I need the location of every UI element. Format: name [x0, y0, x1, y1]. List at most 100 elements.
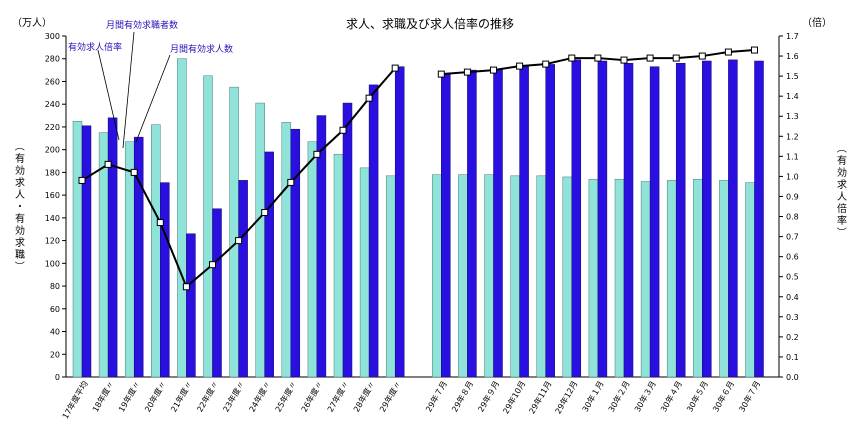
bar-seekers [124, 141, 135, 378]
bar-openings [342, 102, 353, 378]
right-tick-label: 0.0 [786, 373, 799, 382]
axis-label-char: 率 [837, 214, 847, 227]
right-tick-label: 0.2 [786, 333, 799, 342]
axis-label-char: （ [13, 141, 25, 151]
axis-label-char: 職 [15, 249, 25, 261]
right-tick-label: 1.7 [786, 32, 799, 41]
ratio-point [594, 54, 602, 62]
left-axis-label: （有効求人・有効求職） [13, 141, 25, 271]
x-tick-label: 29年７月 [423, 379, 449, 414]
bar-openings [675, 63, 686, 378]
right-tick-label: 0.1 [786, 353, 799, 362]
right-tick-label: 0.5 [786, 273, 799, 282]
x-tick-label: 30年１月 [580, 379, 606, 414]
axis-label-char: ） [835, 227, 847, 237]
left-axis-unit: （万人） [12, 17, 52, 29]
axis-label-char: （ [835, 143, 847, 153]
x-tick-label: 30年３月 [632, 379, 658, 414]
x-tick-label: 23年度〃 [221, 379, 247, 414]
ratio-point [568, 54, 576, 62]
bar-openings [545, 64, 555, 378]
axis-label-char: 有 [837, 154, 847, 167]
x-tick-label: 30年７月 [736, 379, 762, 414]
axis-label-char: 有 [15, 152, 25, 165]
bar-openings [238, 180, 248, 378]
bar-seekers [72, 121, 83, 378]
x-tick-label: 22年度〃 [194, 379, 220, 414]
right-axis-label: （有効求人倍率） [835, 143, 847, 237]
legend-label-seekers: 月間有効求職者数 [106, 19, 178, 31]
ratio-point [209, 261, 216, 269]
bar-openings [728, 59, 738, 378]
x-axis-ticks: 17年度平均 18年度〃 19年度〃 20年度〃 21年度〃 22年度〃 23年度〃 24年度… [60, 379, 762, 421]
left-tick-label: 300 [45, 32, 60, 41]
x-tick-label: 26年度〃 [299, 379, 325, 414]
ratio-point [235, 237, 243, 245]
bar-openings [493, 68, 503, 378]
left-tick-label: 200 [45, 146, 60, 155]
bar-openings [623, 63, 634, 378]
bar-openings [441, 73, 451, 378]
bar-openings [754, 60, 764, 378]
left-tick-label: 140 [45, 214, 60, 223]
right-tick-label: 1.0 [786, 172, 799, 181]
x-tick-label: 30年４月 [658, 379, 684, 414]
legend: 月間有効求職者数 月間有効求人数 有効求人倍率 [68, 19, 233, 149]
ratio-point [313, 150, 321, 158]
x-tick-label: 30年６月 [710, 379, 736, 414]
right-tick-label: 1.4 [786, 92, 799, 101]
x-tick-label: 30年５月 [684, 379, 710, 414]
legend-leader-ratio [97, 49, 120, 141]
bar-seekers [255, 102, 265, 378]
bar-openings [264, 151, 274, 378]
chart-title: 求人、求職及び求人倍率の推移 [346, 16, 514, 31]
bar-seekers [666, 180, 677, 378]
left-tick-label: 160 [45, 191, 60, 200]
left-tick-label: 240 [45, 100, 60, 109]
bar-seekers [333, 153, 344, 378]
right-tick-label: 0.9 [786, 192, 799, 201]
bar-openings [649, 66, 660, 378]
bar-openings [597, 60, 608, 378]
ratio-point [724, 48, 732, 56]
bar-openings [519, 66, 529, 378]
left-tick-label: 40 [50, 328, 60, 337]
bar-openings [107, 117, 118, 378]
right-tick-label: 1.1 [786, 152, 799, 161]
ratio-point [698, 52, 706, 60]
left-tick-label: 60 [50, 305, 60, 314]
right-tick-label: 1.5 [786, 72, 799, 81]
right-tick-label: 1.3 [786, 112, 799, 121]
x-tick-label: 29年度〃 [377, 379, 403, 414]
left-tick-label: 180 [45, 168, 60, 177]
ratio-point [542, 60, 550, 68]
x-tick-label: 30年２月 [606, 379, 632, 414]
axis-label-char: ） [13, 261, 25, 271]
left-axis-ticks: 0 20 40 60 80 100 120 140 160 180 200 220 240 260 280 3… [45, 32, 66, 382]
x-tick-label: 28年度〃 [351, 379, 377, 414]
bar-seekers [536, 175, 546, 378]
legend-leader-seekers [122, 31, 135, 149]
left-tick-label: 80 [50, 282, 60, 291]
bar-openings [702, 60, 712, 378]
right-tick-label: 0.8 [786, 213, 799, 222]
bar-seekers [307, 141, 318, 378]
left-tick-label: 220 [45, 123, 60, 132]
ratio-point [287, 178, 295, 186]
axis-label-char: 人 [15, 189, 25, 201]
ratio-point [391, 64, 399, 72]
legend-label-openings: 月間有効求人数 [170, 43, 233, 55]
axis-label-char: 求 [15, 237, 25, 249]
right-tick-label: 1.2 [786, 132, 799, 141]
axis-label-char: 倍 [837, 202, 847, 215]
x-tick-label: 17年度平均 [60, 379, 90, 421]
bar-openings [368, 84, 379, 378]
bar-openings [316, 115, 327, 378]
x-tick-label: 29年８月 [449, 379, 475, 414]
ratio-point [646, 54, 654, 62]
bar-seekers [484, 174, 494, 378]
bar-seekers [385, 175, 396, 378]
bar-openings [467, 69, 477, 378]
ratio-point [78, 176, 86, 184]
